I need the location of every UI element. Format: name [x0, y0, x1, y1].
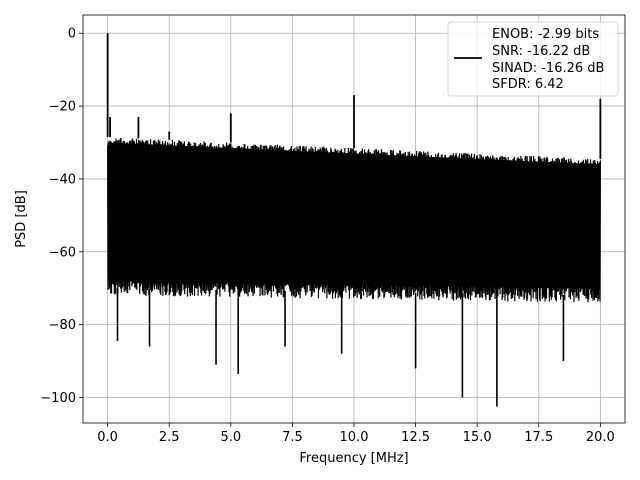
x-tick-label: 0.0: [97, 430, 118, 445]
y-axis-label: PSD [dB]: [14, 190, 29, 248]
x-tick-label: 10.0: [340, 430, 369, 445]
x-tick-label: 12.5: [401, 430, 430, 445]
y-tick-label: −80: [49, 318, 76, 333]
y-tick-label: −20: [49, 100, 76, 115]
psd-noise-band: [107, 142, 601, 289]
legend-entry-sinad: SINAD: -16.26 dB: [492, 61, 604, 76]
y-tick-label: −40: [49, 172, 76, 187]
x-axis-label: Frequency [MHz]: [299, 451, 408, 466]
legend-box: [447, 21, 619, 97]
y-tick-label: 0: [68, 27, 76, 42]
y-tick-label: −60: [49, 245, 76, 260]
x-tick-label: 2.5: [159, 430, 180, 445]
legend-entry-sfdr: SFDR: 6.42: [492, 77, 564, 92]
legend-entry-snr: SNR: -16.22 dB: [492, 44, 590, 59]
legend: ENOB: -2.99 bits SNR: -16.22 dB SINAD: -…: [447, 21, 619, 97]
x-tick-label: 20.0: [586, 430, 615, 445]
y-tick-label: −100: [40, 391, 76, 406]
x-tick-label: 17.5: [524, 430, 553, 445]
x-tick-label: 5.0: [220, 430, 241, 445]
axis-ticks: 0.0 2.5 5.0 7.5 10.0 12.5 15.0 17.5 20.0 0 −20 −40 −…: [40, 27, 615, 445]
x-tick-label: 7.5: [282, 430, 303, 445]
x-tick-label: 15.0: [463, 430, 492, 445]
legend-entry-enob: ENOB: -2.99 bits: [492, 27, 599, 42]
plot-area: [106, 33, 602, 407]
